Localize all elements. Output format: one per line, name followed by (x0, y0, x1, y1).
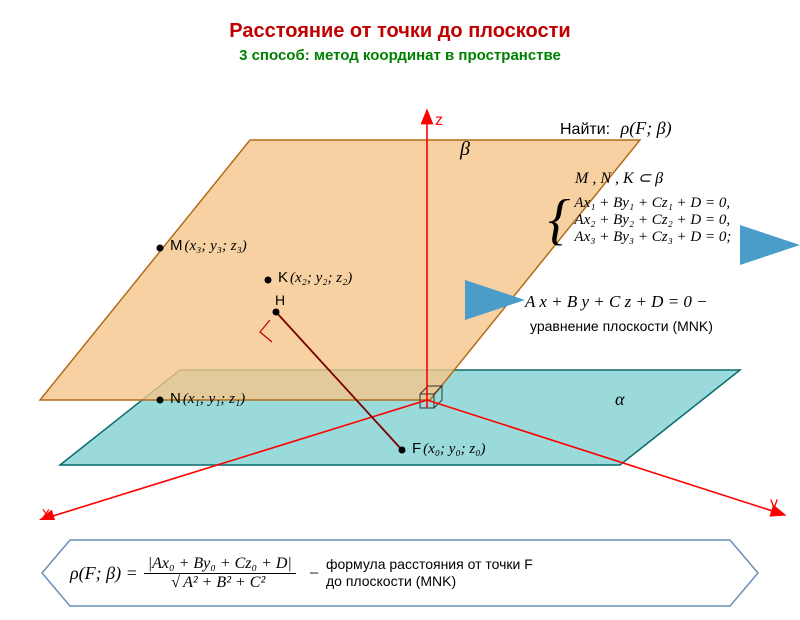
label-f: F(x₀; y₀; z₀) (412, 440, 485, 457)
label-m: M(x₃; y₃; z₃) (170, 237, 247, 254)
arrow-right-1 (755, 240, 790, 250)
formula-denominator: √A² + B² + C² (167, 574, 272, 592)
page-subtitle: 3 способ: метод координат в пространстве (0, 47, 800, 64)
membership: M , N , K ⊂ β (575, 168, 663, 188)
formula-dash: − (308, 563, 320, 584)
find-block: Найти: ρ(F; β) (560, 118, 672, 139)
page-title: Расстояние от точки до плоскости (0, 20, 800, 43)
formula-desc-2: до плоскости (MNK) (326, 573, 533, 591)
plane-equation: A x + B y + C z + D = 0 − (525, 292, 708, 312)
formula-numerator: |Ax₀ + By₀ + Cz₀ + D| (144, 555, 296, 574)
formula-lhs: ρ(F; β) = (70, 563, 138, 584)
axis-x-label: x (42, 505, 50, 520)
alpha-label: α (615, 389, 625, 409)
beta-label: β (459, 138, 470, 160)
axis-z-label: z (435, 112, 443, 129)
label-k: K(x₂; y₂; z₂) (278, 269, 352, 286)
label-h: H (275, 292, 285, 308)
equation-system: { Ax₁ + By₁ + Cz₁ + D = 0, Ax₂ + By₂ + C… (548, 192, 731, 248)
formula-desc-1: формула расстояния от точки F (326, 556, 533, 574)
plane-equation-desc: уравнение плоскости (MNK) (530, 318, 713, 334)
axis-y-label: y (770, 495, 778, 512)
distance-formula-box: ρ(F; β) = |Ax₀ + By₀ + Cz₀ + D| √A² + B²… (40, 538, 760, 608)
